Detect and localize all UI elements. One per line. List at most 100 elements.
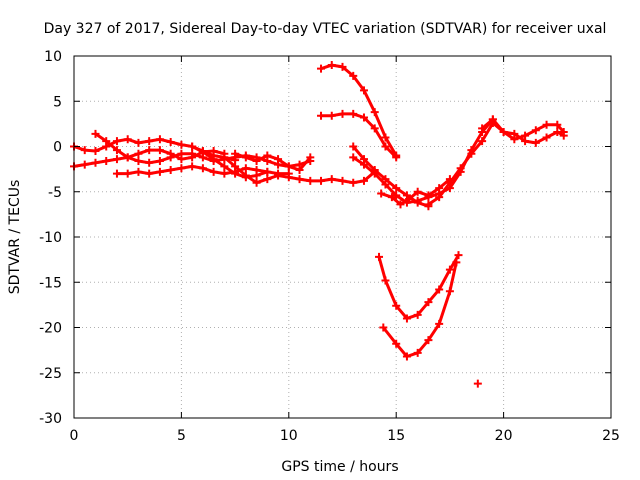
data-point [274,171,283,180]
data-point [452,258,461,267]
data-point [145,169,154,178]
data-point [349,178,358,187]
data-point [112,169,121,178]
data-point [166,166,175,175]
data-point [91,147,100,156]
data-point [252,178,261,187]
data-point [241,153,250,162]
series-line [72,137,237,162]
axes: 0 5 10 15 20 25 -30 -25 -20 -15 -10 -5 0 5 10 [39,49,620,444]
data-point [241,164,250,173]
data-point [263,167,272,176]
y-tick-label: 0 [53,140,62,156]
data-point [445,265,454,274]
data-point [349,71,358,80]
y-tick-label: -15 [39,275,62,291]
data-point [413,196,422,205]
data-point [263,151,272,160]
data-point [359,86,368,95]
data-point [145,137,154,146]
data-point [155,167,164,176]
data-point [284,162,293,171]
data-point [317,64,326,73]
data-point [531,138,540,147]
data-point [392,184,401,193]
data-point [392,191,401,200]
data-point [209,155,218,164]
data-point [188,162,197,171]
y-tick-label: -30 [39,411,62,427]
x-tick-label: 5 [177,428,186,444]
y-tick-label: -5 [48,185,62,201]
data-point [145,158,154,167]
data-point [306,176,315,185]
data-point [396,200,405,209]
data-series [70,61,568,388]
data-point [553,120,562,129]
series-arc-7 [231,149,315,175]
x-tick-label: 15 [387,428,405,444]
data-point [542,133,551,142]
data-point [405,194,414,203]
data-point [413,187,422,196]
data-point [327,175,336,184]
data-point [392,153,401,162]
data-point [177,149,186,158]
data-point [402,352,411,361]
data-point [370,169,379,178]
data-point [327,111,336,120]
data-point [456,164,465,173]
data-point [220,169,229,178]
data-point [445,287,454,296]
grid-lines [74,56,611,418]
data-point [306,153,315,162]
y-tick-label: -20 [39,321,62,337]
chart-title: Day 327 of 2017, Sidereal Day-to-day VTE… [44,21,607,37]
data-point [198,164,207,173]
series-arc-14 [478,115,568,147]
data-point [435,319,444,328]
data-point [392,301,401,310]
data-point [188,149,197,158]
data-point [134,149,143,158]
data-point [102,137,111,146]
series-line [381,260,458,358]
series-arc-13 [424,118,568,209]
data-point [284,173,293,182]
y-tick-label: 5 [53,94,62,110]
data-point [166,153,175,162]
data-point [198,147,207,156]
data-point [359,113,368,122]
series-line [319,63,398,158]
data-point [123,169,132,178]
series-arc-4 [112,162,293,178]
data-point [375,252,384,261]
data-point [295,175,304,184]
data-point [402,314,411,323]
data-point [220,162,229,171]
data-point [467,149,476,158]
series-arc-16 [379,258,461,361]
data-point [91,158,100,167]
data-point [134,167,143,176]
x-axis-label: GPS time / hours [281,459,398,475]
data-point [252,156,261,165]
series-arc-15 [375,251,463,323]
data-point [112,146,121,155]
data-point [379,323,388,332]
x-tick-label: 25 [602,428,620,444]
data-point [209,167,218,176]
data-point [387,193,396,202]
data-point [370,108,379,117]
y-axis-label: SDTVAR / TECUs [7,180,23,295]
data-point [413,348,422,357]
data-point [381,180,390,189]
series-line [377,253,460,320]
data-point [134,156,143,165]
data-point [231,149,240,158]
data-point [424,191,433,200]
data-point [209,147,218,156]
x-tick-label: 0 [70,428,79,444]
series-arc-9 [317,109,401,162]
